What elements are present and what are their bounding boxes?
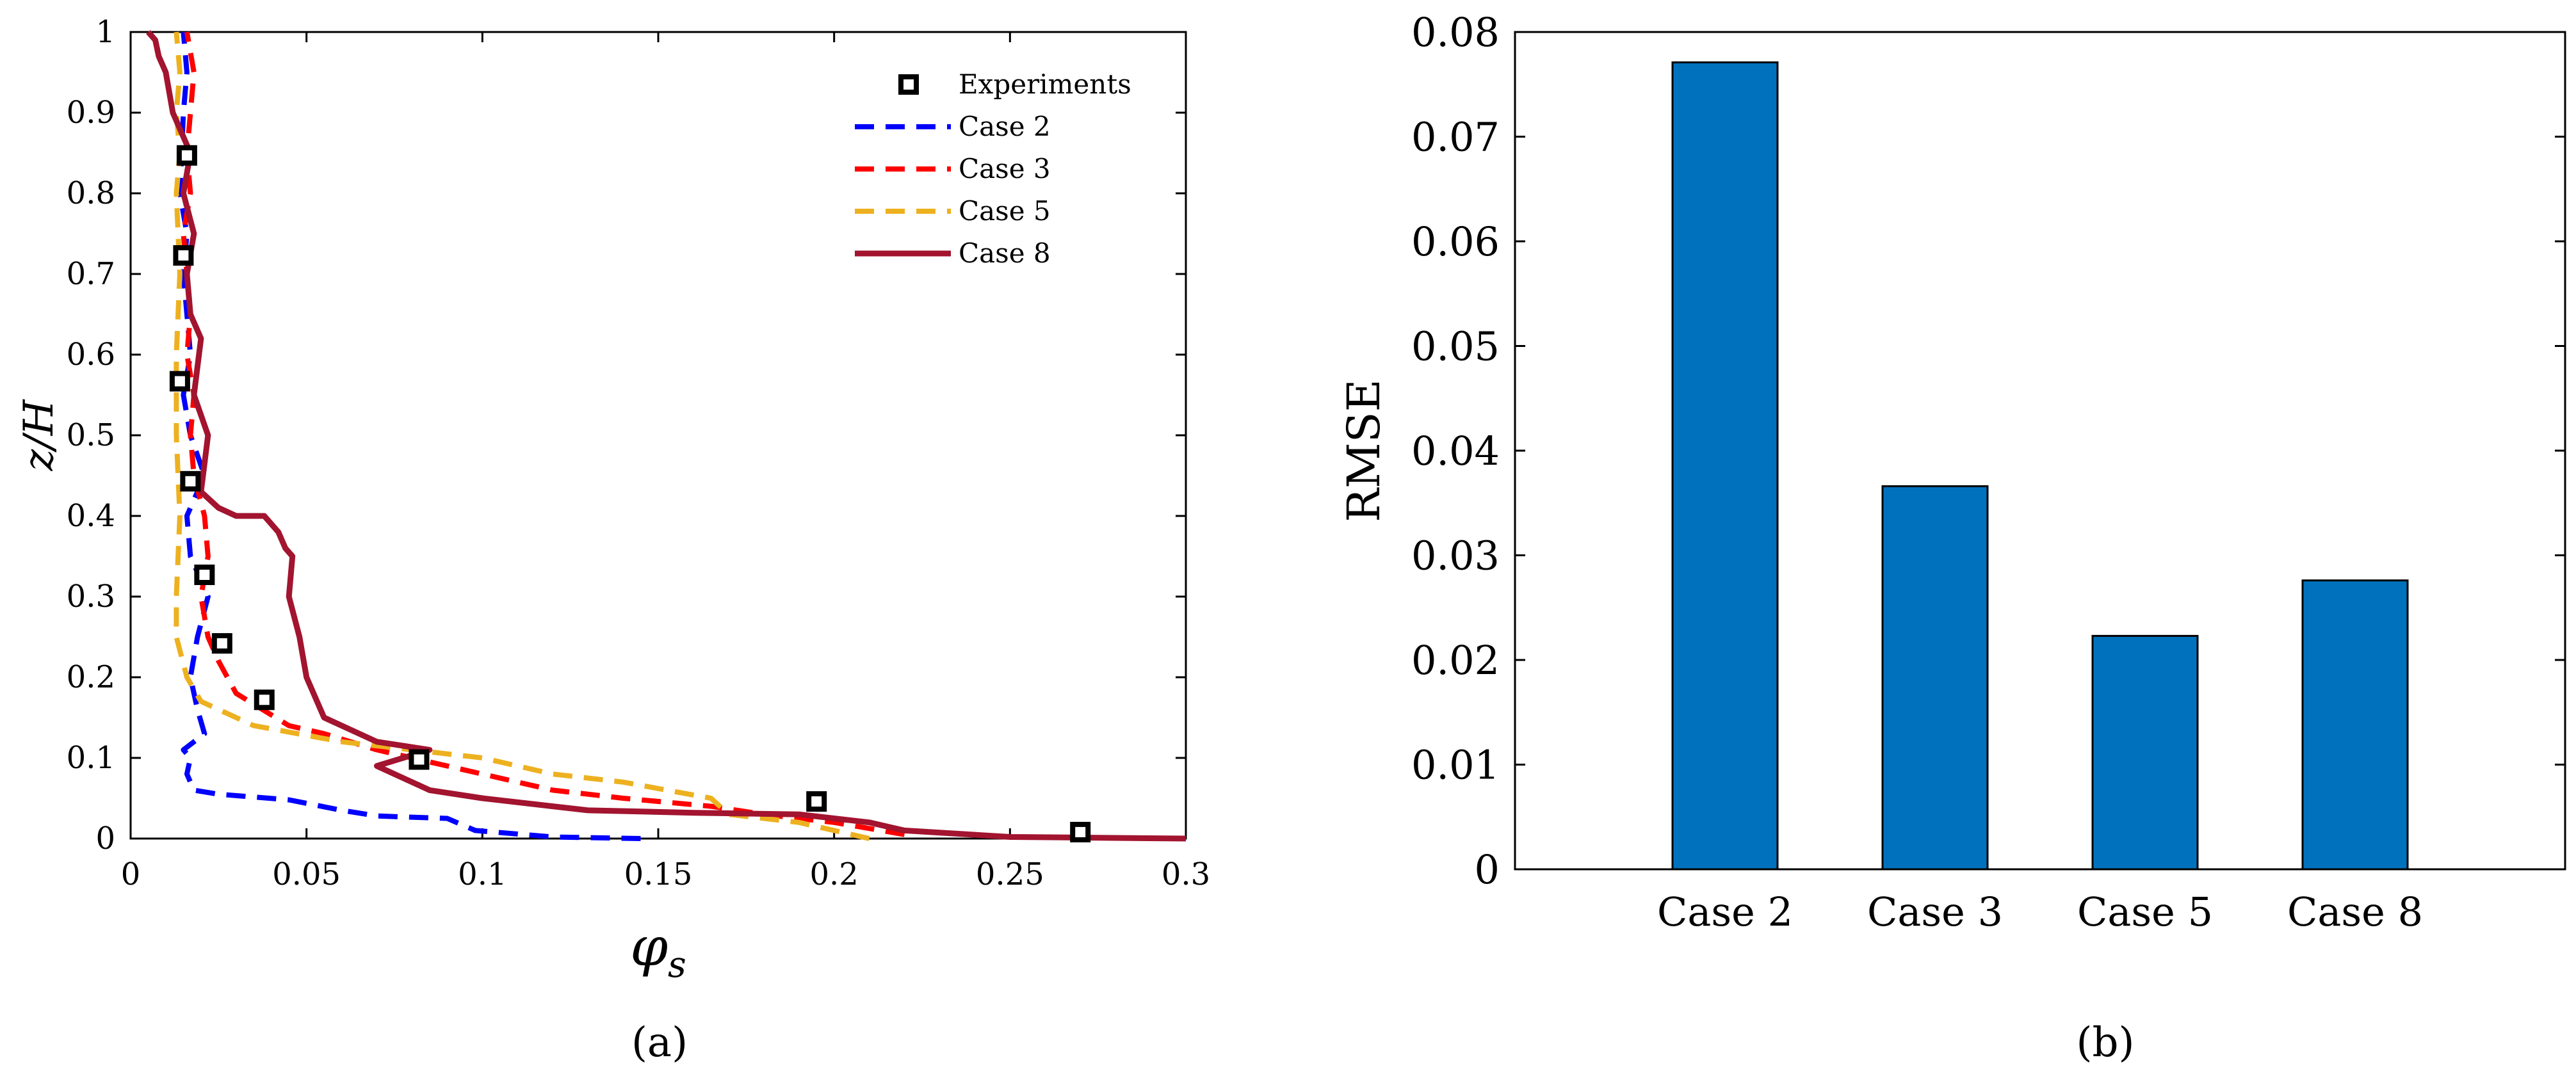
y-axis-label-b: RMSE	[1338, 379, 1390, 522]
x-tick-label-a: 0.2	[809, 856, 858, 892]
panel-caption-b: (b)	[2077, 1019, 2135, 1066]
y-tick-label-a: 0.6	[67, 337, 115, 373]
bar-case-3	[1881, 485, 1989, 871]
bar-case-2	[1671, 61, 1779, 871]
y-tick-label-b: 0.02	[1411, 637, 1500, 684]
y-tick-label-a: 0.5	[67, 417, 115, 453]
y-tick-label-a: 0.4	[67, 498, 115, 534]
series-line-case-5	[174, 31, 870, 841]
legend-label: Case 2	[959, 111, 1051, 142]
experiment-point	[806, 791, 827, 812]
bar-case-8	[2301, 579, 2409, 871]
ticks-a: 0 0.05 0.1 0.15 0.2 0.25 0.3 0 0.1 0.2 0.3 0.4 0.5 0.…	[67, 14, 1211, 892]
y-tick-label-a: 0.7	[67, 256, 115, 292]
x-tick-label-a: 0	[121, 856, 141, 892]
y-tick-label-b: 0.07	[1411, 114, 1500, 161]
experiment-point	[180, 470, 201, 492]
x-tick-label-b: Case 5	[2077, 888, 2213, 935]
x-tick-label-a: 0.3	[1162, 856, 1210, 892]
y-tick-label-b: 0.04	[1411, 428, 1500, 474]
experiment-point	[211, 633, 232, 654]
y-tick-label-b: 0.05	[1411, 323, 1500, 370]
y-tick-label-b: 0.06	[1411, 218, 1500, 265]
x-tick-label-a: 0.05	[272, 856, 341, 892]
plot-area-a	[129, 31, 1187, 840]
legend-label: Case 3	[959, 153, 1051, 184]
x-tick-label-b: Case 2	[1657, 888, 1793, 935]
experiment-point	[169, 371, 190, 392]
experiment-point	[254, 689, 275, 711]
panel-caption-a: (a)	[631, 1019, 688, 1066]
y-tick-label-b: 0.01	[1411, 742, 1500, 789]
legend-label: Case 8	[959, 237, 1051, 269]
legend: Experiments Case 2 Case 3 Case 5 Case 8	[855, 68, 1131, 269]
y-tick-label-a: 0.2	[67, 659, 115, 695]
y-tick-label-b: 0	[1475, 846, 1500, 893]
ticks-b: 0 0.01 0.02 0.03 0.04 0.05 0.06 0.07 0.08 Case 2 C…	[1411, 9, 2565, 935]
y-tick-label-a: 1	[95, 14, 115, 50]
experiment-point	[1070, 821, 1091, 842]
panel-b: 0 0.01 0.02 0.03 0.04 0.05 0.06 0.07 0.08 Case 2 C…	[1338, 9, 2566, 1066]
panel-a: 0 0.05 0.1 0.15 0.2 0.25 0.3 0 0.1 0.2 0.3 0.4 0.5 0.…	[15, 14, 1210, 1066]
y-tick-label-a: 0.8	[67, 175, 115, 211]
x-tick-label-a: 0.15	[624, 856, 693, 892]
y-tick-label-b: 0.08	[1411, 9, 1500, 56]
y-axis-label-a: z/H	[15, 399, 63, 471]
experiment-markers	[169, 145, 1091, 842]
bar-case-5	[2091, 634, 2199, 871]
legend-marker-experiments	[898, 74, 919, 95]
y-tick-label-b: 0.03	[1411, 533, 1500, 579]
bars	[1671, 61, 2409, 871]
x-tick-label-a: 0.1	[458, 856, 506, 892]
x-tick-label-b: Case 3	[1867, 888, 2003, 935]
legend-label: Case 5	[959, 195, 1051, 227]
experiment-point	[173, 245, 194, 266]
y-tick-label-a: 0	[95, 821, 115, 856]
series-line-case-2	[177, 31, 641, 841]
experiment-point	[409, 749, 430, 770]
x-axis-label-a: φs	[630, 915, 686, 986]
experiment-point	[176, 145, 197, 166]
y-tick-label-a: 0.9	[67, 95, 115, 131]
x-tick-label-b: Case 8	[2287, 888, 2423, 935]
series-line-case-8	[146, 30, 1187, 842]
experiment-point	[194, 564, 215, 585]
y-tick-label-a: 0.1	[67, 740, 115, 776]
x-tick-label-a: 0.25	[976, 856, 1044, 892]
y-tick-label-a: 0.3	[67, 579, 115, 615]
legend-label: Experiments	[959, 68, 1131, 100]
